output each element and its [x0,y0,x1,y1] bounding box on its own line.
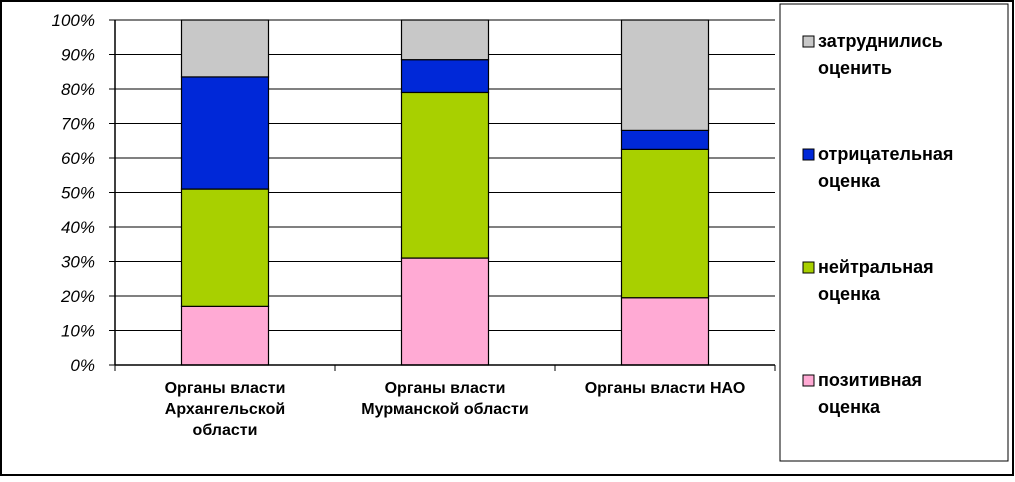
legend-swatch [802,148,815,161]
legend-swatch [802,35,815,48]
y-tick-label: 50% [61,184,95,203]
legend-swatch [802,374,815,387]
bar-segment-2-cat-1 [180,188,270,307]
bar-segment-2-cat-2 [400,91,490,259]
y-tick-labels: 0% 10% 20% 30% 40% 50% 60% 70% 80% 90% 100% [52,11,95,375]
bar-segment-2-cat-3 [620,148,710,299]
legend-label: позитивная оценка [818,370,922,417]
axes [109,19,776,371]
bar-segment-1-cat-3 [620,297,710,366]
bar-segment-4-cat-2 [400,19,490,61]
bar-segment-3-cat-2 [400,59,490,94]
y-tick-label: 20% [60,287,95,306]
x-category-label: Органы власти Архангельской области [165,380,286,439]
y-tick-label: 80% [61,80,95,99]
legend-label: отрицательная оценка [818,144,953,191]
bar-segment-4-cat-3 [620,19,710,132]
x-category-label: Органы власти НАО [585,380,746,397]
x-category-label: Органы власти Мурманской области [361,380,528,418]
legend-label: нейтральная оценка [818,257,934,304]
bar-segment-1-cat-2 [400,257,490,366]
y-tick-label: 10% [61,322,95,341]
bar-segment-4-cat-1 [180,19,270,78]
legend: затруднились оценить отрицательная оценка не… [779,3,1009,462]
legend-swatch [802,261,815,274]
legend-box [779,3,1009,462]
bar-segment-3-cat-1 [180,76,270,190]
y-tick-label: 40% [61,218,95,237]
y-tick-label: 60% [61,149,95,168]
bar-segment-1-cat-1 [180,305,270,366]
y-tick-label: 70% [61,115,95,134]
bar-segment-3-cat-3 [620,129,710,150]
legend-label: затруднились оценить [818,31,943,78]
y-tick-label: 100% [52,11,95,30]
bars [180,19,710,366]
category-labels: Органы власти Архангельской области Органы … [165,380,746,439]
y-tick-label: 0% [70,356,95,375]
y-tick-label: 30% [61,253,95,272]
y-tick-label: 90% [61,46,95,65]
